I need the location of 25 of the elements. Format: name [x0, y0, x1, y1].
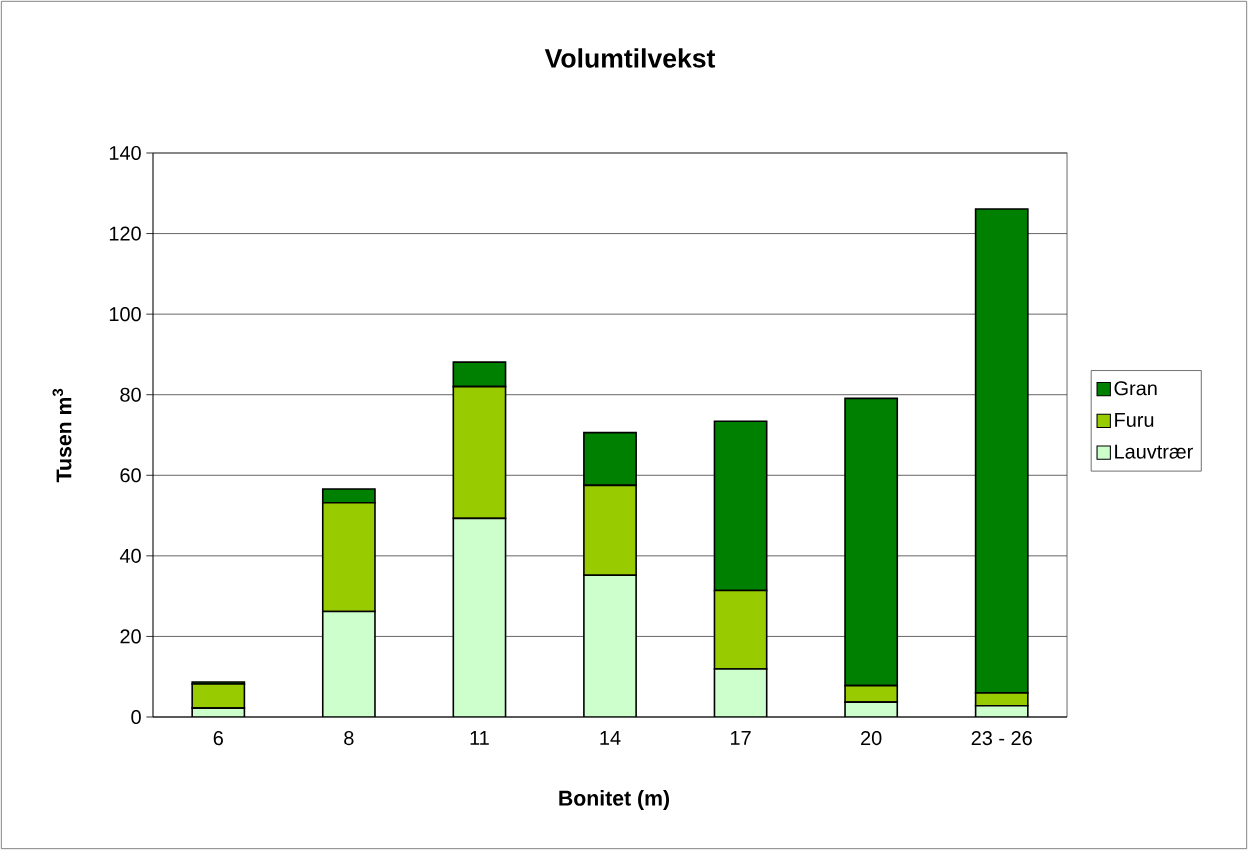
legend-label: Lauvtrær [1115, 444, 1193, 459]
x-tick-label: 14 [600, 731, 621, 745]
y-tick-label: 40 [119, 548, 141, 563]
y-tick-label: 0 [131, 709, 141, 725]
y-tick-label: 20 [120, 629, 141, 644]
x-tick-label: 11 [470, 731, 489, 745]
y-tick-label: 80 [120, 387, 141, 402]
y-tick-label: 120 [109, 226, 141, 241]
bar [452, 517, 507, 717]
legend-label: Furu [1115, 413, 1154, 427]
y-tick-label: 100 [109, 307, 141, 322]
y-axis-title: Tusen m$^{3}$ [52, 388, 72, 483]
bar [321, 610, 376, 717]
x-tick-label: 8 [344, 731, 354, 746]
legend-label: Gran [1114, 381, 1157, 396]
y-tick-label: 140 [109, 145, 141, 161]
x-tick-label: 6 [213, 731, 223, 746]
x-axis-title: Bonitet (m) [559, 790, 670, 810]
y-tick-label: 60 [120, 468, 141, 483]
chart-title: Volumtilvekst [544, 48, 716, 68]
x-tick-label: 20 [861, 731, 882, 746]
x-tick-label: 23 - 26 [971, 731, 1032, 746]
bar [713, 668, 768, 717]
bar [583, 574, 637, 717]
x-tick-label: 17 [731, 731, 751, 745]
